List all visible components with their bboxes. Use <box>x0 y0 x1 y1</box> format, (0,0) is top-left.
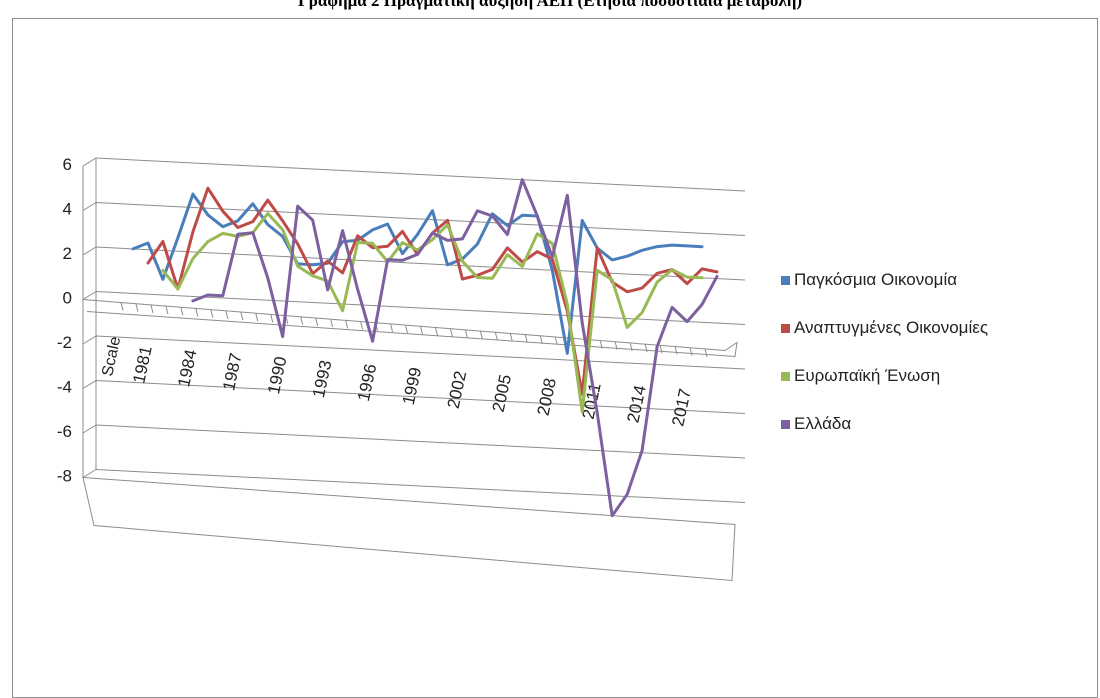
category-tick-1981 <box>135 303 139 312</box>
y-tick-label--2: -2 <box>57 333 72 352</box>
gridline--6 <box>95 424 746 459</box>
category-tick-1994 <box>330 319 334 328</box>
category-tick-2008 <box>539 335 543 344</box>
legend-swatch-greece <box>781 419 790 429</box>
category-tick-1987 <box>225 310 229 319</box>
category-tick-2016 <box>659 345 663 354</box>
y-tick-label--6: -6 <box>57 422 72 441</box>
category-tick-2004 <box>479 330 483 340</box>
category-tick-2006 <box>509 333 513 342</box>
tick-mark-0 <box>82 291 97 300</box>
x-tick-label-1996: 1996 <box>354 362 380 403</box>
category-tick-1992 <box>300 316 304 325</box>
category-tick-2003 <box>464 329 468 338</box>
x-tick-label-2005: 2005 <box>489 373 515 414</box>
x-tick-label-1993: 1993 <box>309 358 335 399</box>
x-tick-label-1999: 1999 <box>399 366 425 407</box>
series-line-world <box>131 192 704 355</box>
category-tick-1985 <box>195 308 199 317</box>
category-tick-1986 <box>210 309 214 318</box>
category-tick-2015 <box>644 344 648 353</box>
x-tick-label-2017: 2017 <box>668 387 694 428</box>
category-tick-2013 <box>614 341 618 350</box>
category-tick-2007 <box>524 334 528 343</box>
legend-label-advanced: Αναπτυγμένες Οικονομίες <box>794 318 989 337</box>
tick-mark--4 <box>82 380 97 389</box>
floor-slab <box>82 476 736 582</box>
x-tick-label-1987: 1987 <box>219 351 245 392</box>
category-tick-2002 <box>449 328 453 337</box>
category-tick-2018 <box>689 347 693 356</box>
tick-mark--8 <box>82 469 97 478</box>
y-tick-label-6: 6 <box>63 155 72 174</box>
category-tick-2017 <box>674 346 678 355</box>
category-tick-2019 <box>704 348 708 358</box>
x-tick-label-1981: 1981 <box>129 344 155 385</box>
gridline--8 <box>95 469 746 503</box>
gridline-2 <box>95 246 746 281</box>
category-tick-1990 <box>270 314 274 323</box>
legend-swatch-advanced <box>781 323 790 333</box>
gridline--2 <box>95 335 746 370</box>
chart-legend: Παγκόσμια Οικονομία Αναπτυγμένες Οικονομ… <box>781 270 988 462</box>
category-tick-1983 <box>165 305 169 315</box>
tick-mark-2 <box>82 246 97 256</box>
category-tick-2000 <box>420 326 423 335</box>
tick-mark--6 <box>82 424 97 434</box>
gridline--4 <box>95 380 746 414</box>
category-tick-2014 <box>629 342 633 352</box>
tick-mark--2 <box>82 335 97 345</box>
category-tick-2005 <box>494 332 498 341</box>
category-tick-1998 <box>390 323 394 333</box>
legend-label-greece: Ελλάδα <box>794 414 852 433</box>
legend-swatch-eu <box>781 371 790 381</box>
category-tick-1999 <box>405 324 408 334</box>
category-tick-1988 <box>240 311 244 321</box>
chart-frame <box>12 18 1098 698</box>
y-tick-label-0: 0 <box>63 289 72 308</box>
y-tick-label--8: -8 <box>57 467 72 486</box>
x-tick-label-2008: 2008 <box>534 376 560 417</box>
category-tick-2012 <box>599 340 603 349</box>
legend-label-world: Παγκόσμια Οικονομία <box>794 270 958 289</box>
x-axis-marker: Scale <box>99 335 124 378</box>
tick-mark-4 <box>82 202 97 211</box>
x-tick-label-1984: 1984 <box>174 348 200 389</box>
category-tick-1995 <box>345 320 349 329</box>
category-tick-2001 <box>434 327 438 336</box>
category-tick-2009 <box>554 336 558 346</box>
category-tick-1984 <box>180 307 184 316</box>
legend-item-advanced: Αναπτυγμένες Οικονομίες <box>781 318 988 338</box>
legend-swatch-world <box>781 275 790 285</box>
category-tick-1982 <box>150 304 154 314</box>
legend-item-eu: Ευρωπαϊκή Ένωση <box>781 366 988 386</box>
category-axis-band <box>82 299 738 358</box>
y-tick-label-4: 4 <box>63 200 72 219</box>
category-tick-1980 <box>120 302 124 311</box>
y-tick-label--4: -4 <box>57 378 72 397</box>
category-tick-1989 <box>255 313 259 322</box>
tick-mark-6 <box>82 157 97 167</box>
legend-item-greece: Ελλάδα <box>781 414 988 434</box>
chart-title: Γράφημα 2 Πραγματική αύξηση ΑΕΠ (Ετήσια … <box>297 0 803 10</box>
legend-item-world: Παγκόσμια Οικονομία <box>781 270 988 290</box>
category-tick-1996 <box>360 321 364 330</box>
category-tick-1993 <box>315 317 319 327</box>
series-line-greece <box>191 178 719 518</box>
legend-label-eu: Ευρωπαϊκή Ένωση <box>794 366 941 385</box>
x-tick-label-2002: 2002 <box>444 369 470 410</box>
gridline-6 <box>95 157 746 192</box>
y-tick-label-2: 2 <box>63 244 72 263</box>
